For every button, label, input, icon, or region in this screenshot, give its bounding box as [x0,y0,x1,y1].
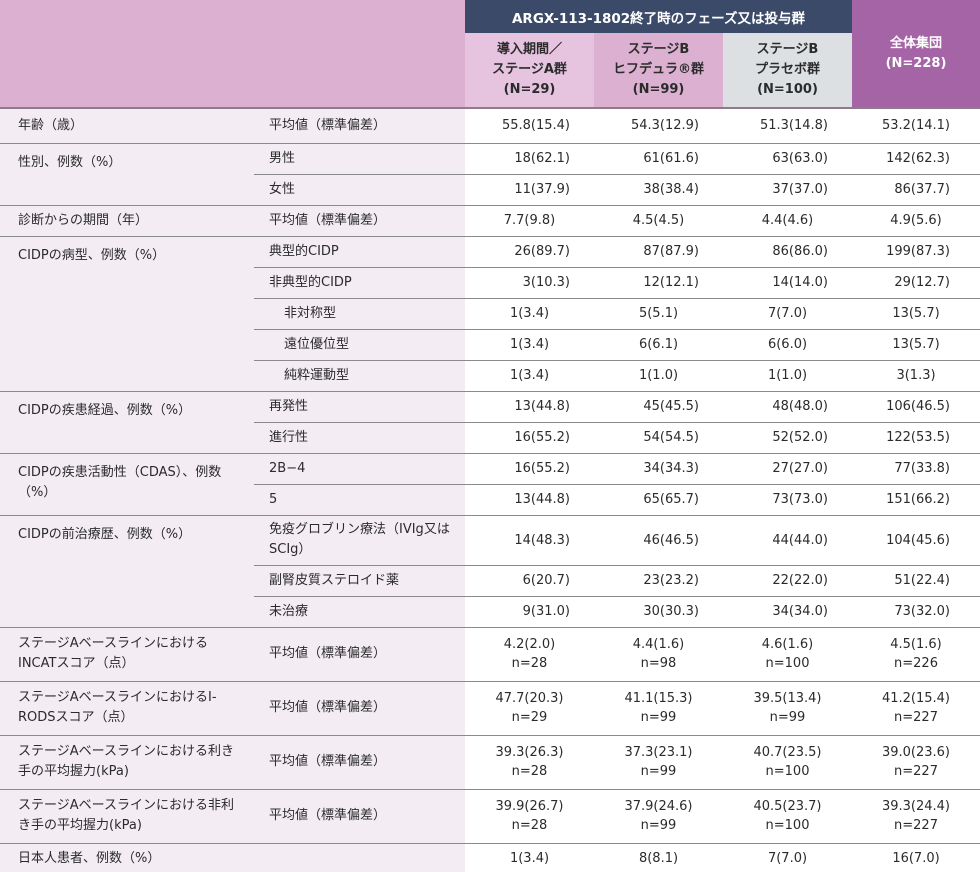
table-row: 非対称型 1(3.4) 5(5.1) 7(7.0) 13(5.7) [0,298,980,330]
table-row: 副腎皮質ステロイド薬 6(20.7) 23(23.2) 22(22.0) 51(… [0,565,980,597]
table-row: CIDPの疾患経過、例数（%） 再発性 13(44.8) 45(45.5) 48… [0,391,980,454]
row-label: 年齢（歳） [0,108,254,144]
col-header-overall: 全体集団 (N=228) [852,0,980,109]
table-row: 未治療 9(31.0) 30(30.3) 34(34.0) 73(32.0) [0,596,980,628]
table-row: 5 13(44.8) 65(65.7) 73(73.0) 151(66.2) [0,484,980,516]
table-row: ステージAベースラインにおける非利き手の平均握力(kPa) 平均値（標準偏差） … [0,789,980,844]
group-header: ARGX-113-1802終了時のフェーズ又は投与群 [465,0,852,33]
col-header-stage-b-placebo: ステージB プラセボ群 (N=100) [723,33,852,109]
table-row: 年齢（歳） 平均値（標準偏差） 55.8(15.4) 54.3(12.9) 51… [0,108,980,144]
row-sublabel: 平均値（標準偏差） [254,108,465,144]
table-row: ステージAベースラインにおけるI-RODSスコア（点） 平均値（標準偏差） 47… [0,681,980,736]
table-row: 純粋運動型 1(3.4) 1(1.0) 1(1.0) 3(1.3) [0,360,980,392]
header-blank [0,0,465,109]
table-row: CIDPの疾患活動性（CDAS）、例数（%） 2B−4 16(55.2) 34(… [0,453,980,516]
row-label: 性別、例数（%） [0,143,254,206]
table-row: 進行性 16(55.2) 54(54.5) 52(52.0) 122(53.5) [0,422,980,454]
table-row: CIDPの前治療歴、例数（%） 免疫グロブリン療法（IVIg又はSCIg） 14… [0,515,980,628]
table-row: ステージAベースラインにおけるINCATスコア（点） 平均値（標準偏差） 4.2… [0,627,980,682]
table-row: CIDPの病型、例数（%） 典型的CIDP 26(89.7) 87(87.9) … [0,236,980,392]
table-row: 女性 11(37.9) 38(38.4) 37(37.0) 86(37.7) [0,174,980,206]
table-row: 遠位優位型 1(3.4) 6(6.1) 6(6.0) 13(5.7) [0,329,980,361]
table-row: 性別、例数（%） 男性 18(62.1) 61(61.6) 63(63.0) 1… [0,143,980,206]
table-row: 診断からの期間（年） 平均値（標準偏差） 7.7(9.8) 4.5(4.5) 4… [0,205,980,237]
col-header-stage-b-drug: ステージB ヒフデュラ®群 (N=99) [594,33,723,109]
table-row: 非典型的CIDP 3(10.3) 12(12.1) 14(14.0) 29(12… [0,267,980,299]
col-header-stage-a: 導入期間／ ステージA群 (N=29) [465,33,594,109]
table-row: 日本人患者、例数（%） 1(3.4) 8(8.1) 7(7.0) 16(7.0) [0,843,980,872]
table-row: ステージAベースラインにおける利き手の平均握力(kPa) 平均値（標準偏差） 3… [0,735,980,790]
